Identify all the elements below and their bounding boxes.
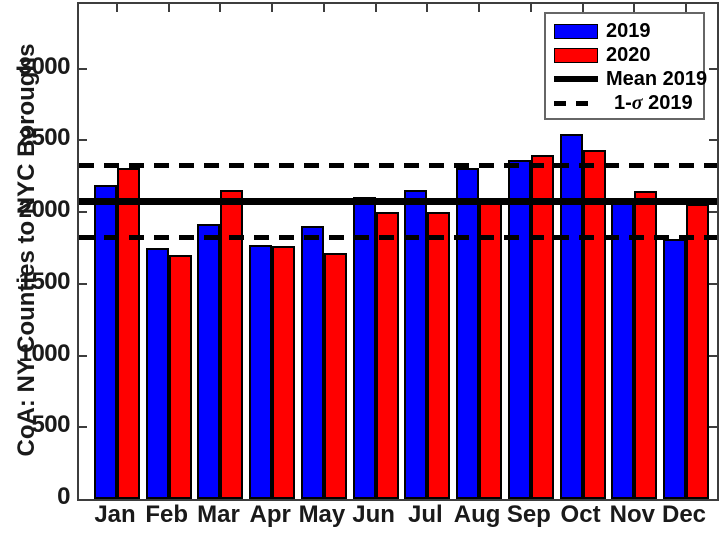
- legend-item: 2020: [554, 43, 703, 67]
- bar-2020-jun: [375, 212, 399, 499]
- x-tick-mark: [219, 4, 222, 12]
- x-tick-mark: [271, 4, 274, 12]
- bar-2019-jan: [94, 184, 117, 499]
- bar-2020-mar: [220, 189, 244, 499]
- bar-2019-may: [300, 226, 324, 499]
- mean-line: [79, 197, 717, 205]
- x-tick-mark: [478, 4, 481, 12]
- x-tick-label-aug: Aug: [453, 501, 501, 528]
- y-tick-mark: [709, 139, 717, 142]
- x-tick-label-jul: Jul: [408, 501, 443, 528]
- x-tick-label-mar: Mar: [197, 501, 240, 528]
- bar-2020-dec: [686, 204, 710, 499]
- legend-item: 2019: [554, 19, 703, 43]
- bar-2020-may: [323, 252, 347, 499]
- legend-item: Mean 2019: [554, 67, 707, 91]
- bar-2020-apr: [272, 246, 296, 499]
- bar-2020-jan: [117, 167, 140, 499]
- x-tick-mark: [581, 4, 584, 12]
- x-tick-mark: [322, 4, 325, 12]
- x-tick-mark: [529, 4, 532, 12]
- legend-red-fill-swatch: [554, 47, 598, 63]
- y-tick-mark: [709, 67, 717, 70]
- x-tick-label-oct: Oct: [560, 501, 601, 528]
- x-tick-label-jun: Jun: [352, 501, 395, 528]
- bar-2020-sep: [530, 154, 554, 499]
- x-tick-mark: [374, 4, 377, 12]
- y-tick-mark: [79, 139, 87, 142]
- y-tick-mark: [79, 67, 87, 70]
- y-tick-label: 2500: [18, 124, 71, 152]
- x-tick-label-dec: Dec: [662, 501, 707, 528]
- bar-2020-aug: [479, 202, 503, 499]
- y-tick-mark: [79, 354, 87, 357]
- x-tick-mark: [685, 4, 688, 12]
- x-tick-label-feb: Feb: [145, 501, 189, 528]
- y-tick-label: 3000: [18, 52, 71, 80]
- x-tick-label-sep: Sep: [506, 501, 551, 528]
- x-tick-label-jan: Jan: [94, 501, 136, 528]
- x-tick-label-nov: Nov: [609, 501, 655, 528]
- legend-item-label: 2019: [606, 19, 651, 42]
- y-tick-label: 1000: [18, 339, 71, 367]
- y-tick-mark: [79, 426, 87, 429]
- bar-2019-sep: [507, 159, 531, 499]
- bar-2019-oct: [559, 133, 583, 499]
- y-tick-label: 1500: [18, 267, 71, 295]
- sigma-symbol: σ: [631, 91, 643, 114]
- legend-dashed-line-glyph: [554, 100, 598, 106]
- bar-2019-dec: [663, 238, 687, 499]
- bar-2019-aug: [456, 168, 480, 499]
- x-tick-label-apr: Apr: [249, 501, 291, 528]
- bar-2020-jul: [427, 212, 451, 499]
- x-tick-mark: [167, 4, 170, 12]
- bar-2019-jun: [352, 196, 376, 499]
- legend: 2019 2020 Mean 2019 1-σ 2019: [544, 12, 707, 120]
- bar-2020-feb: [168, 255, 192, 499]
- bar-2019-nov: [611, 201, 635, 499]
- y-tick-label: 500: [31, 411, 70, 439]
- legend-item-label: Mean 2019: [606, 67, 708, 90]
- y-tick-mark: [709, 354, 717, 357]
- x-tick-mark: [116, 4, 118, 12]
- bar-2020-nov: [634, 191, 658, 499]
- legend-solid-line-glyph: [554, 76, 598, 82]
- legend-item: 1-σ 2019: [554, 91, 703, 115]
- bar-2019-apr: [249, 245, 273, 499]
- y-axis-label: CoA: NY Counties to NYC Boroughs: [13, 43, 40, 457]
- legend-blue-fill-swatch: [554, 23, 598, 39]
- y-tick-label: 0: [57, 483, 70, 510]
- x-tick-mark: [426, 4, 429, 12]
- y-tick-mark: [709, 426, 717, 429]
- y-tick-mark: [709, 211, 717, 214]
- x-tick-mark: [633, 4, 636, 12]
- legend-item-label: 1-σ 2019: [614, 91, 693, 114]
- y-tick-mark: [79, 211, 87, 214]
- y-tick-label: 2000: [18, 196, 71, 224]
- bar-2019-feb: [145, 247, 169, 499]
- x-tick-label-may: May: [298, 501, 346, 528]
- sigma-line: [79, 162, 717, 168]
- bar-2019-jul: [404, 189, 428, 499]
- y-tick-mark: [79, 282, 87, 285]
- legend-item-label: 2020: [606, 43, 651, 66]
- bar-2019-mar: [197, 224, 221, 499]
- y-tick-mark: [709, 282, 717, 285]
- sigma-line: [79, 235, 717, 241]
